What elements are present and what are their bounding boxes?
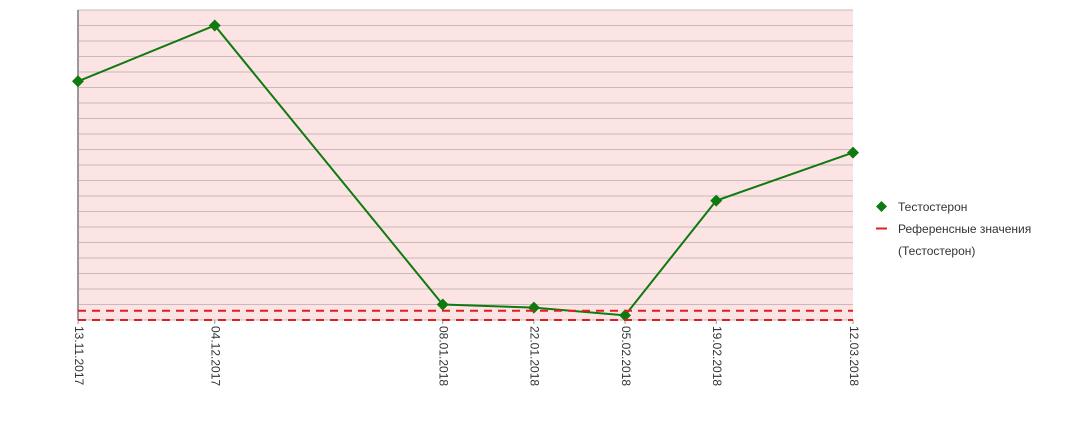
- legend-label: Референсные значения (Тестостерон): [898, 222, 1032, 258]
- x-tick-label: 19.02.2018: [710, 326, 724, 386]
- data-point: [436, 298, 449, 311]
- x-tick-label: 05.02.2018: [619, 326, 633, 386]
- data-point: [208, 19, 221, 32]
- x-tick-label: 22.01.2018: [528, 326, 542, 386]
- legend-item[interactable]: Тестостерон: [876, 196, 1046, 218]
- legend-item[interactable]: Референсные значения (Тестостерон): [876, 218, 1046, 262]
- x-tick-label: 12.03.2018: [847, 326, 861, 386]
- data-point: [619, 309, 632, 322]
- legend: Тестостерон Референсные значения (Тестост…: [876, 196, 1046, 262]
- legend-label: Тестостерон: [898, 200, 968, 214]
- x-tick-label: 08.01.2018: [437, 326, 451, 386]
- data-point: [710, 194, 723, 207]
- x-tick-label: 13.11.2017: [72, 326, 86, 385]
- legend-symbol: [876, 201, 887, 212]
- data-point: [847, 146, 859, 159]
- legend-symbol: [876, 227, 887, 230]
- data-point: [72, 75, 84, 88]
- x-tick-label: 04.12.2017: [209, 326, 223, 386]
